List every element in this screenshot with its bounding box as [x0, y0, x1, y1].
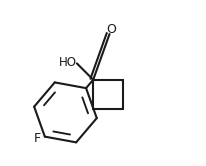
Text: HO: HO: [59, 56, 77, 69]
Text: O: O: [106, 23, 116, 37]
Text: F: F: [34, 132, 41, 145]
